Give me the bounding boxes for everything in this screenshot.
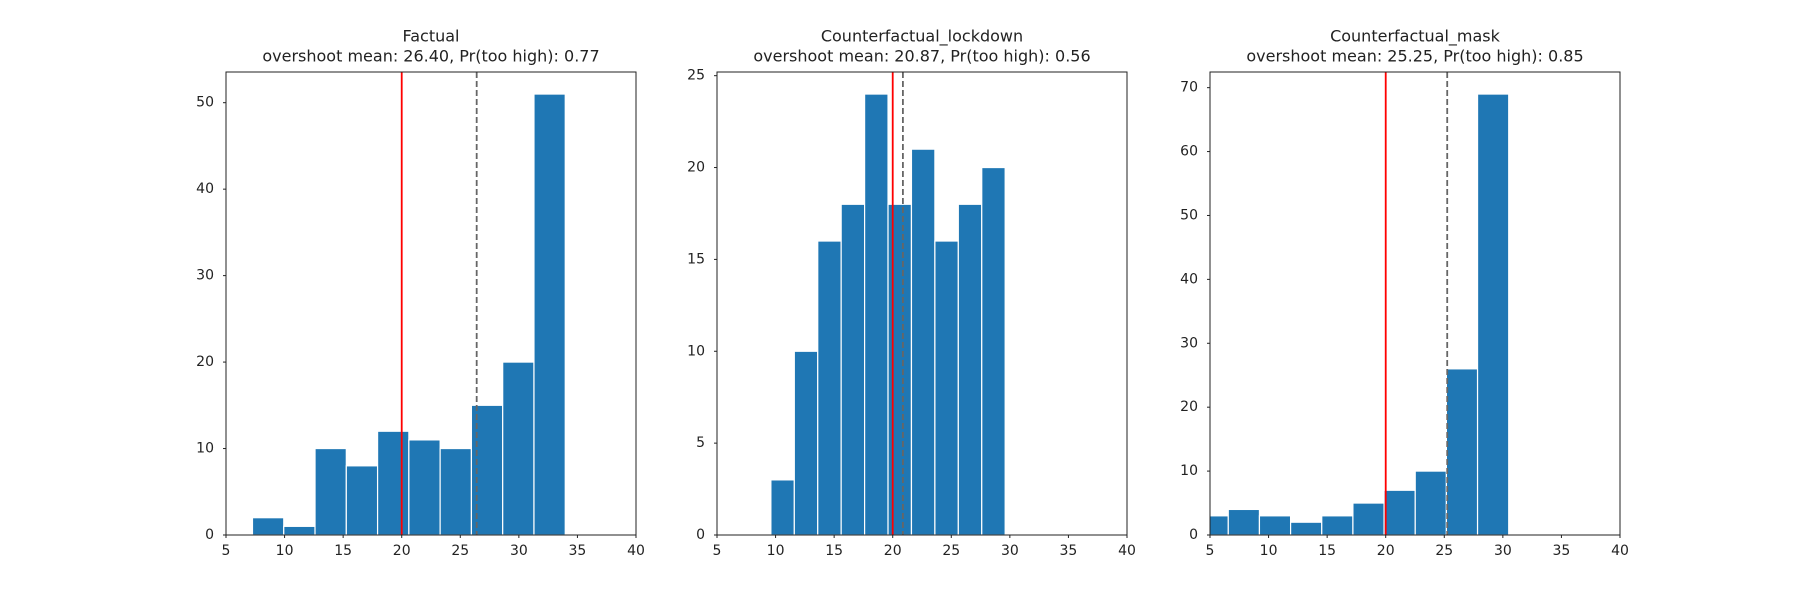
x-tick-label: 35 [1060, 543, 1078, 559]
y-tick-label: 25 [687, 68, 705, 84]
bar [251, 517, 285, 535]
bar [981, 166, 1006, 535]
x-tick-label: 40 [1118, 543, 1136, 559]
y-tick-label: 0 [696, 527, 705, 543]
bar [376, 430, 410, 535]
bar [1321, 515, 1354, 535]
bar [1210, 515, 1229, 535]
bar [533, 93, 566, 535]
bar [502, 361, 535, 535]
y-tick-label: 50 [196, 95, 214, 111]
y-tick-label: 10 [196, 441, 214, 457]
x-tick-label: 35 [569, 543, 587, 559]
x-tick-label: 25 [451, 543, 469, 559]
bar [934, 240, 959, 535]
x-tick-label: 10 [767, 543, 785, 559]
x-tick-label: 10 [1260, 543, 1278, 559]
bar [887, 203, 913, 535]
x-tick-label: 30 [1494, 543, 1512, 559]
bar [1445, 368, 1479, 535]
bar [1383, 489, 1416, 535]
x-tick-label: 40 [627, 543, 645, 559]
bar [840, 203, 866, 535]
x-tick-label: 35 [1553, 543, 1571, 559]
chart-title: Factual [403, 27, 460, 46]
y-tick-label: 60 [1180, 144, 1198, 160]
y-tick-label: 20 [1180, 399, 1198, 415]
bars [251, 93, 566, 535]
x-tick-label: 15 [825, 543, 843, 559]
bar [910, 148, 936, 535]
y-tick-label: 10 [1180, 463, 1198, 479]
bar [345, 465, 379, 535]
bar [1352, 502, 1385, 535]
chart-title: Counterfactual_lockdown [821, 27, 1023, 47]
bar [793, 350, 819, 535]
bar [863, 93, 889, 535]
y-tick-label: 30 [1180, 335, 1198, 351]
bar [314, 447, 347, 535]
y-tick-label: 20 [687, 160, 705, 176]
y-tick-label: 20 [196, 354, 214, 370]
x-tick-label: 5 [222, 543, 231, 559]
x-tick-label: 10 [276, 543, 294, 559]
y-tick-label: 40 [196, 181, 214, 197]
bar [1414, 470, 1447, 535]
x-tick-label: 15 [334, 543, 352, 559]
plot-frame [1209, 71, 1621, 536]
y-tick-label: 10 [687, 343, 705, 359]
y-tick-label: 5 [696, 435, 705, 451]
x-tick-label: 20 [393, 543, 411, 559]
x-tick-label: 30 [1001, 543, 1019, 559]
bars [1210, 93, 1510, 535]
x-tick-label: 5 [1206, 543, 1215, 559]
plot-frame [225, 71, 637, 536]
y-tick-label: 0 [205, 527, 214, 543]
bar [283, 525, 316, 535]
x-tick-label: 40 [1611, 543, 1629, 559]
y-tick-label: 30 [196, 268, 214, 284]
y-tick-label: 50 [1180, 207, 1198, 223]
bar [1227, 508, 1261, 535]
bar [957, 203, 983, 535]
y-tick-label: 70 [1180, 80, 1198, 96]
chart-subtitle: overshoot mean: 25.25, Pr(too high): 0.8… [1246, 47, 1583, 66]
y-tick-label: 40 [1180, 271, 1198, 287]
bar [408, 439, 441, 535]
x-tick-label: 20 [1377, 543, 1395, 559]
bar [1476, 93, 1510, 535]
bar [817, 240, 842, 535]
x-tick-label: 20 [884, 543, 902, 559]
y-tick-label: 15 [687, 251, 705, 267]
bar [439, 447, 473, 535]
chart-subtitle: overshoot mean: 20.87, Pr(too high): 0.5… [753, 47, 1090, 66]
plot-frame [716, 71, 1128, 536]
y-tick-label: 0 [1189, 527, 1198, 543]
chart-title: Counterfactual_mask [1330, 27, 1501, 47]
chart-subtitle: overshoot mean: 26.40, Pr(too high): 0.7… [262, 47, 599, 66]
bar [1289, 521, 1323, 535]
bar [1258, 515, 1292, 535]
x-tick-label: 15 [1318, 543, 1336, 559]
x-tick-label: 5 [713, 543, 722, 559]
x-tick-label: 30 [510, 543, 528, 559]
bar [770, 479, 795, 535]
bars [770, 93, 1006, 535]
x-tick-label: 25 [1435, 543, 1453, 559]
x-tick-label: 25 [942, 543, 960, 559]
